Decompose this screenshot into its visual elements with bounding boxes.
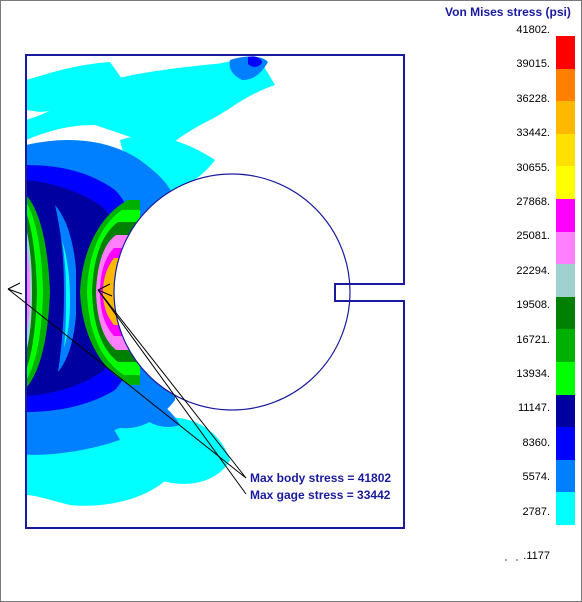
legend-tick-label: 27868.: [516, 196, 550, 208]
legend-swatch: [556, 492, 575, 525]
legend-tick-label: 33442.: [516, 127, 550, 140]
legend-tick-label: .1177: [523, 550, 550, 562]
legend-swatch: [556, 362, 575, 395]
legend-tick-label: 8360.: [522, 436, 550, 449]
legend-swatch: [556, 231, 575, 265]
legend-swatch: [556, 133, 575, 167]
max-body-stress-label: Max body stress = 41802: [250, 471, 392, 485]
legend-swatch: [556, 68, 575, 102]
legend-swatch: [556, 394, 575, 428]
legend-swatch: [556, 166, 575, 199]
max-gage-stress-label: Max gage stress = 33442: [250, 488, 391, 502]
legend-tick-label: 11147.: [517, 402, 550, 415]
legend-swatch: [556, 296, 575, 330]
legend-tick-label: 16721.: [516, 333, 550, 346]
legend-tick-label: 13934.: [516, 368, 550, 380]
legend-swatch: [556, 199, 575, 232]
legend-title: Von Mises stress (psi): [445, 5, 571, 19]
legend-tick-label: 39015.: [516, 58, 550, 71]
specimen-outline: [25, 54, 405, 529]
leader-lines: [7, 282, 247, 495]
legend-swatch: [556, 459, 575, 493]
legend-tick-label: 36228.: [516, 92, 550, 105]
legend-tick-label: 2787.: [522, 505, 550, 518]
legend-tick-label: 25081.: [516, 230, 550, 243]
legend-swatch: [556, 264, 575, 297]
contour-fill-region: [26, 55, 404, 528]
legend-tick-label: 41802.: [516, 24, 550, 36]
hole-outline: [113, 173, 351, 411]
legend-swatch: [556, 101, 575, 134]
legend-tick-label: 19508.: [516, 299, 550, 312]
legend-swatch: [556, 329, 575, 362]
legend-swatch: [556, 36, 575, 69]
legend-tick-label: 30655.: [516, 161, 550, 174]
legend-tick-label: 5574.: [522, 471, 550, 484]
legend-tick-label: 22294.: [516, 264, 550, 277]
legend-swatch: [556, 427, 575, 460]
